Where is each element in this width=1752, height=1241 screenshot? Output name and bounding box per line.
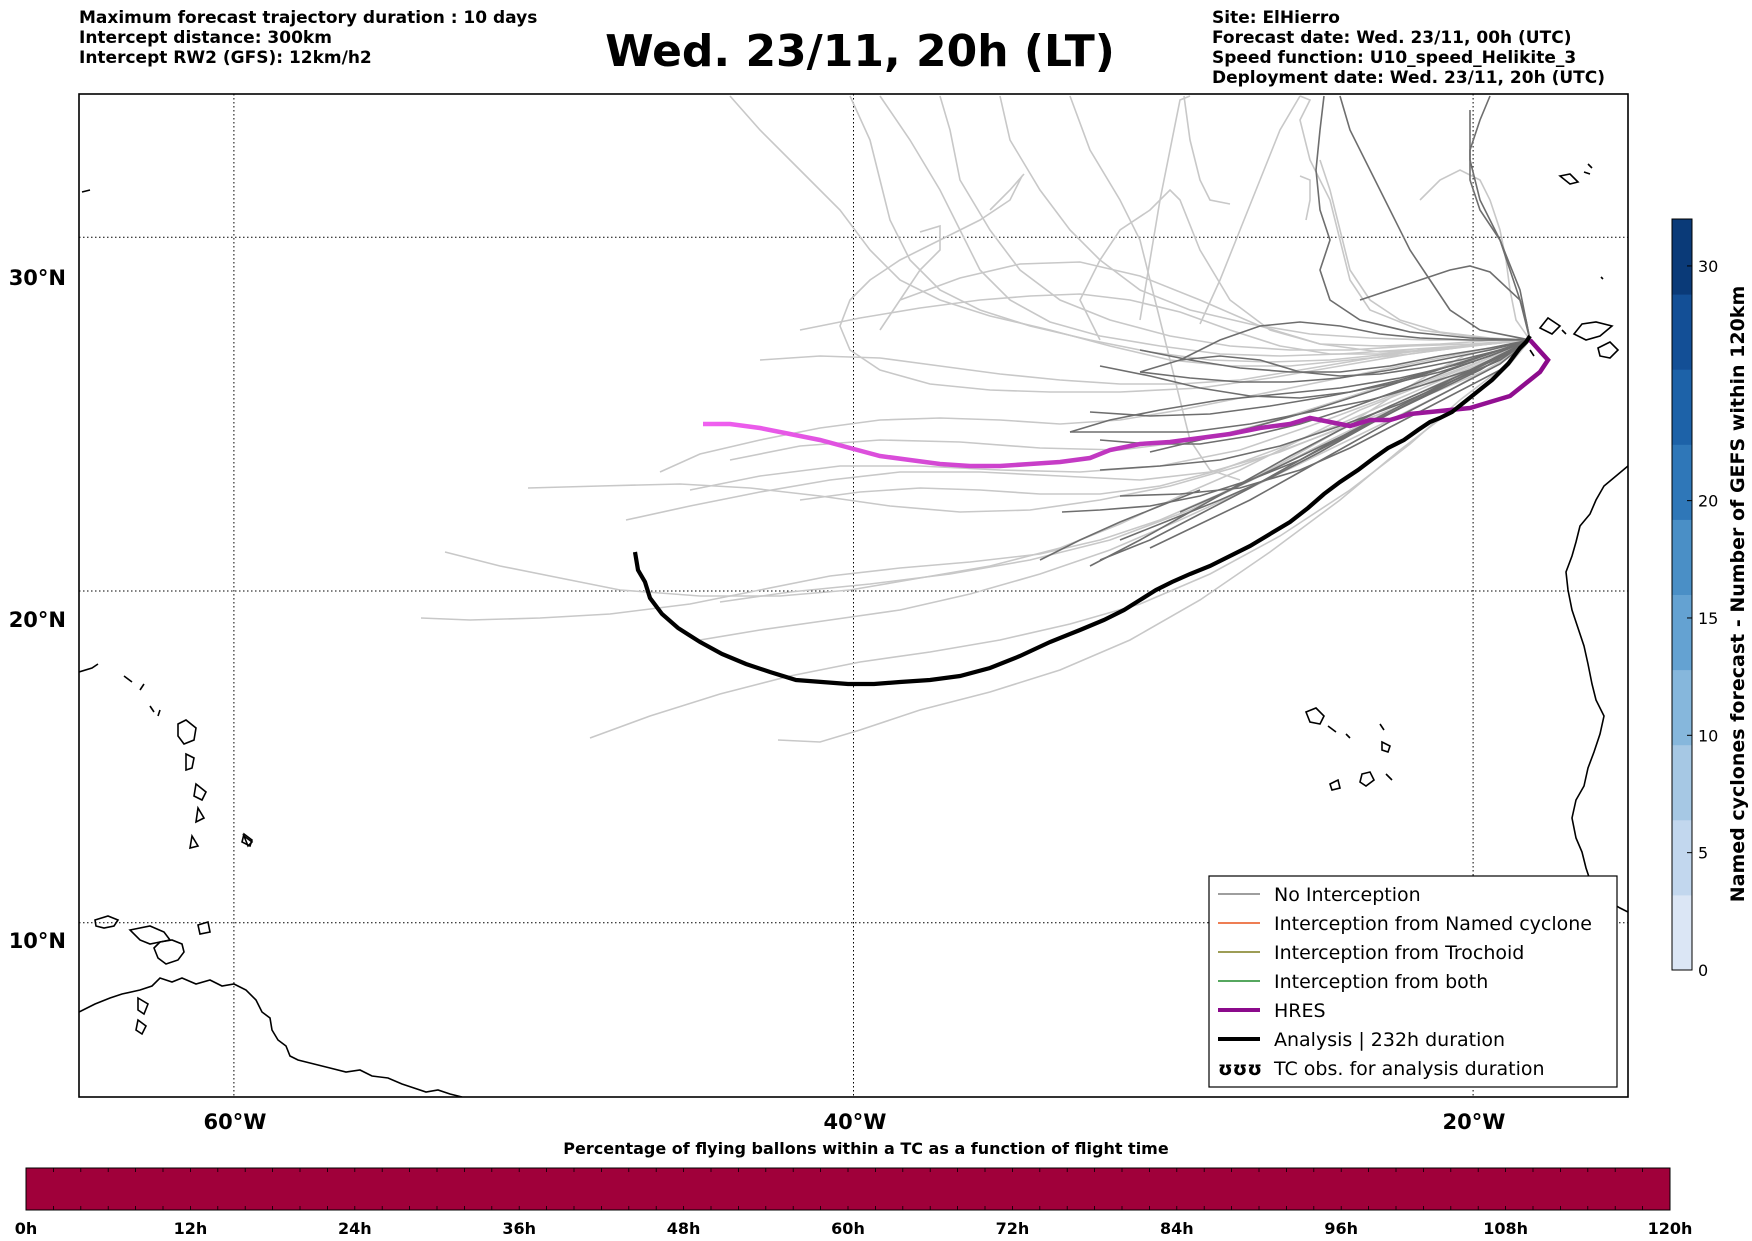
colorbar-segment (1672, 369, 1692, 445)
colorbar-segment (1672, 894, 1692, 971)
colorbar-segment (1672, 519, 1692, 595)
caribbean-coast-a (94, 915, 120, 929)
colorbar-segment (1672, 594, 1692, 671)
caribbean-coast-b (128, 925, 172, 945)
forecast-settings: Maximum forecast trajectory duration : 1… (79, 8, 537, 68)
legend-box (1208, 875, 1618, 1088)
colorbar-segment (1672, 444, 1692, 520)
lon-label-60w: 60°W (204, 1110, 267, 1134)
map-gridlines (79, 94, 1628, 1097)
lon-label-40w: 40°W (824, 1110, 887, 1134)
map-title: Wed. 23/11, 20h (LT) (605, 26, 1115, 77)
colorbar-title: Named cyclones forecast - Number of GEFS… (1727, 286, 1749, 903)
flight-bar-tick-label: 0h (15, 1219, 38, 1238)
flight-bar-title: Percentage of flying ballons within a TC… (563, 1139, 1169, 1158)
south-america-coast (79, 977, 463, 1097)
flight-time-bar: Percentage of flying ballons within a TC… (15, 1139, 1693, 1238)
flight-bar-tick-label: 84h (1160, 1219, 1194, 1238)
flight-bar-fill (25, 1167, 1671, 1211)
legend-item: ʊʊʊ TC obs. for analysis duration (1218, 1058, 1545, 1080)
trajectory-duration-text: Maximum forecast trajectory duration : 1… (79, 8, 538, 28)
colorbar-segment (1672, 669, 1692, 746)
colorbar-frame (1671, 218, 1693, 971)
legend-label: Interception from Named cyclone (1274, 913, 1592, 935)
colorbar-segment (1672, 744, 1692, 821)
legend-label: No Interception (1274, 884, 1421, 906)
cape-verde-islands (1304, 707, 1393, 791)
intercept-distance-text: Intercept distance: 300km (79, 28, 332, 48)
cyclone-symbol-icon: ʊʊʊ (1218, 1058, 1262, 1080)
legend-item: No Interception (1218, 884, 1421, 906)
legend-label: HRES (1274, 1000, 1326, 1022)
barbados-island (241, 832, 253, 848)
colorbar-segment (1672, 219, 1692, 295)
lon-label-20w: 20°W (1443, 1110, 1506, 1134)
legend-item: Interception from Trochoid (1218, 942, 1524, 964)
legend-label: Interception from both (1274, 971, 1488, 993)
deployment-info: Site: ElHierro Forecast date: Wed. 23/11… (1212, 8, 1605, 88)
map-legend: No Interception Interception from Named c… (1208, 875, 1618, 1088)
flight-bar-tick-label: 120h (1648, 1219, 1693, 1238)
colorbar-tick-label: 10 (1698, 726, 1718, 745)
intercept-rw2-text: Intercept RW2 (GFS): 12km/h2 (79, 48, 372, 68)
ensemble-trajectories-dark (1039, 95, 1531, 567)
canary-islands (1529, 316, 1620, 359)
coastlines (79, 163, 1628, 1097)
legend-item: HRES (1218, 1000, 1326, 1022)
map-frame (78, 93, 1629, 1098)
legend-label: TC obs. for analysis duration (1273, 1058, 1545, 1080)
hres-trajectory (703, 338, 1551, 469)
colorbar-tick-label: 30 (1698, 257, 1718, 276)
analysis-trajectory (632, 334, 1532, 687)
lat-label-20n: 20°N (9, 608, 66, 632)
flight-bar-tick-label: 108h (1483, 1219, 1528, 1238)
forecast-date-text: Forecast date: Wed. 23/11, 00h (UTC) (1212, 28, 1572, 48)
flight-bar-tick-label: 12h (174, 1219, 208, 1238)
madeira-islands (1558, 163, 1604, 280)
named-cyclones-colorbar: 0 5 10 15 20 30 Named cyclones forecast - Num… (1671, 218, 1749, 980)
tobago-island (197, 920, 211, 935)
lat-label-30n: 30°N (9, 266, 66, 290)
legend-label: Analysis | 232h duration (1274, 1029, 1505, 1051)
deployment-date-text: Deployment date: Wed. 23/11, 20h (UTC) (1212, 68, 1606, 88)
colorbar-tick-label: 0 (1698, 961, 1708, 980)
colorbar-tick-label: 5 (1698, 844, 1708, 863)
colorbar-segment (1672, 294, 1692, 370)
speed-function-text: Speed function: U10_speed_Helikite_3 (1212, 48, 1577, 68)
bermuda-island (81, 189, 91, 193)
flight-bar-tick-label: 60h (831, 1219, 865, 1238)
longitude-labels: 60°W 40°W 20°W (204, 1110, 1506, 1134)
legend-label: Interception from Trochoid (1274, 942, 1524, 964)
flight-bar-tick-label: 36h (502, 1219, 536, 1238)
grenada-islands (135, 996, 149, 1036)
latitude-labels: 30°N 20°N 10°N (9, 266, 66, 953)
site-text: Site: ElHierro (1212, 8, 1340, 28)
colorbar-segment (1672, 819, 1692, 896)
flight-bar-tick-label: 48h (667, 1219, 701, 1238)
colorbar-tick-label: 15 (1698, 609, 1718, 628)
colorbar-tick-label: 20 (1698, 492, 1718, 511)
legend-item: Interception from both (1218, 971, 1488, 993)
legend-item: Analysis | 232h duration (1218, 1029, 1505, 1051)
flight-bar-tick-label: 96h (1324, 1219, 1358, 1238)
flight-bar-tick-label: 72h (996, 1219, 1030, 1238)
africa-coast (1565, 465, 1628, 913)
legend-item: Interception from Named cyclone (1218, 913, 1592, 935)
flight-bar-tick-label: 24h (338, 1219, 372, 1238)
lat-label-10n: 10°N (9, 929, 66, 953)
leeward-islands (79, 663, 254, 850)
